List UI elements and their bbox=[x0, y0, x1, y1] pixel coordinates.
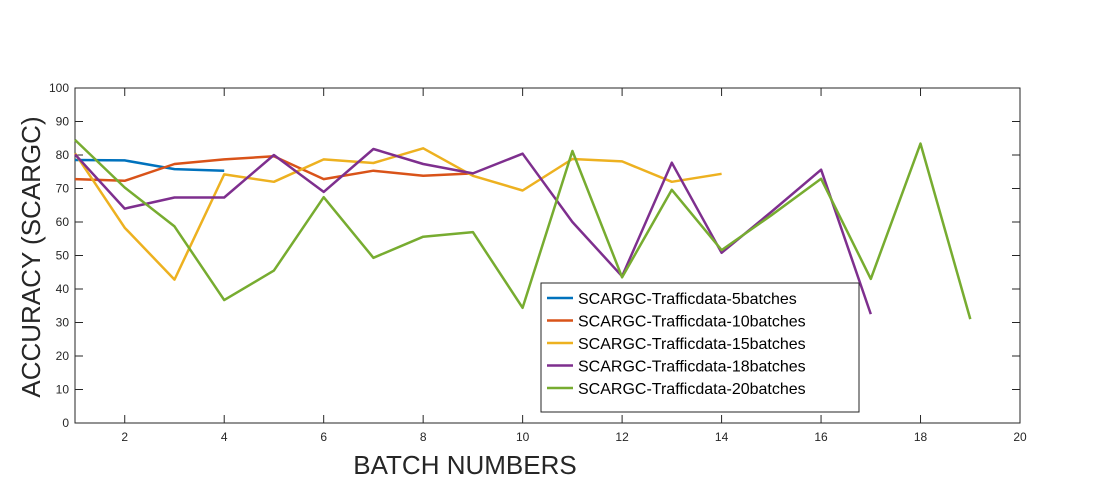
legend: SCARGC-Trafficdata-5batches SCARGC-Traffi… bbox=[540, 282, 860, 413]
x-tick-label: 18 bbox=[914, 430, 928, 444]
y-axis-title: ACCURACY (SCARGC) bbox=[16, 116, 46, 397]
series-line-1 bbox=[74, 158, 225, 172]
x-tick-label: 10 bbox=[516, 430, 530, 444]
series-lines bbox=[73, 138, 972, 320]
y-tick-label: 60 bbox=[56, 215, 70, 229]
x-tick-label: 6 bbox=[320, 430, 327, 444]
legend-label: SCARGC-Trafficdata-5batches bbox=[578, 291, 797, 308]
y-tick-label: 50 bbox=[56, 249, 70, 263]
y-tick-label: 100 bbox=[49, 81, 69, 95]
legend-label: SCARGC-Trafficdata-10batches bbox=[578, 314, 806, 331]
y-tick-label: 80 bbox=[56, 148, 70, 162]
y-tick-label: 30 bbox=[56, 316, 70, 330]
legend-box bbox=[540, 282, 860, 413]
y-tick-label: 70 bbox=[56, 182, 70, 196]
x-tick-label: 20 bbox=[1013, 430, 1027, 444]
legend-label: SCARGC-Trafficdata-15batches bbox=[578, 336, 806, 353]
x-tick-label: 12 bbox=[615, 430, 629, 444]
x-axis-title: BATCH NUMBERS bbox=[353, 450, 576, 480]
axes: 2 4 6 8 10 12 14 16 18 20 0 10 20 30 40 50 60 70 80 90 100 bbox=[49, 81, 1027, 444]
series-line-5 bbox=[74, 138, 972, 320]
y-tick-label: 20 bbox=[56, 349, 70, 363]
y-tick-label: 90 bbox=[56, 115, 70, 129]
x-tick-label: 14 bbox=[715, 430, 729, 444]
x-tick-label: 4 bbox=[221, 430, 228, 444]
legend-label: SCARGC-Trafficdata-18batches bbox=[578, 359, 806, 376]
y-tick-label: 40 bbox=[56, 282, 70, 296]
y-tick-label: 0 bbox=[62, 416, 69, 430]
x-tick-label: 8 bbox=[420, 430, 427, 444]
y-tick-label: 10 bbox=[56, 383, 70, 397]
x-tick-label: 16 bbox=[814, 430, 828, 444]
legend-label: SCARGC-Trafficdata-20batches bbox=[578, 381, 806, 398]
x-tick-label: 2 bbox=[121, 430, 128, 444]
